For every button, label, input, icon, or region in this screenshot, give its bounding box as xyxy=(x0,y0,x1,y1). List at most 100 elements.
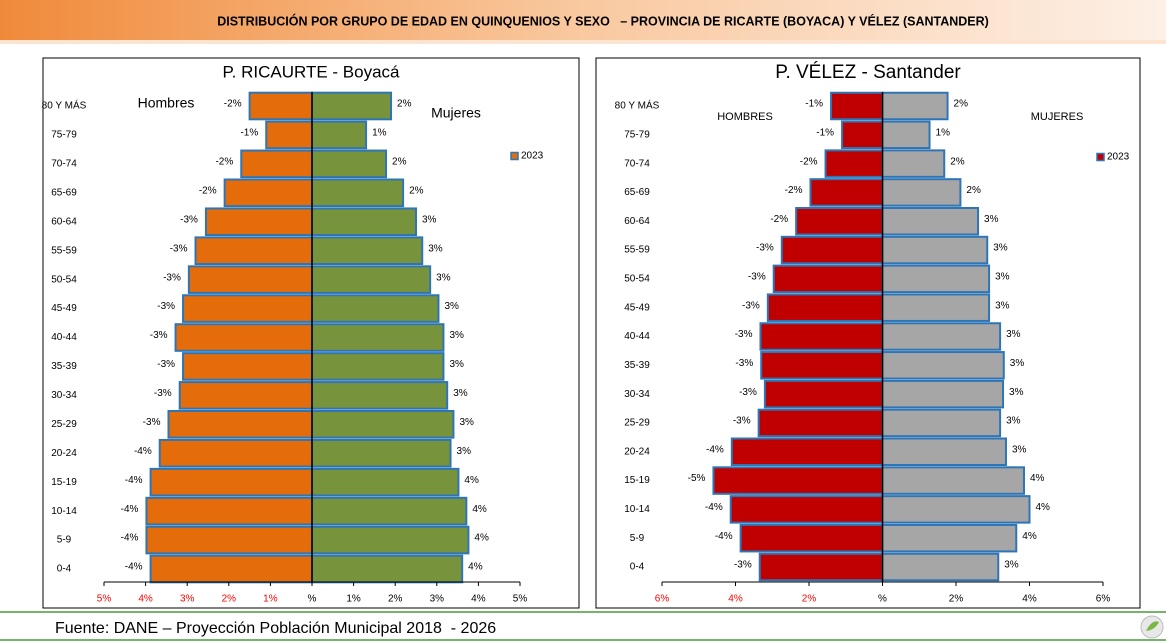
data-label: -3% xyxy=(143,417,161,428)
category-label: 70-74 xyxy=(51,159,77,170)
bar xyxy=(311,381,449,410)
bar xyxy=(178,381,313,410)
data-label: 2% xyxy=(397,99,412,110)
chart-title: P. VÉLEZ - Santander xyxy=(775,62,961,83)
category-label: 45-49 xyxy=(624,302,650,313)
category-label: 80 Y MÁS xyxy=(615,99,660,112)
data-label: -3% xyxy=(756,243,774,254)
series-name: Hombres xyxy=(138,95,195,111)
data-label: 4% xyxy=(1036,502,1051,513)
bar xyxy=(881,91,949,121)
category-label: 5-9 xyxy=(57,535,72,546)
x-tick-label: 5% xyxy=(97,594,112,605)
category-label: 30-34 xyxy=(624,389,650,400)
bar xyxy=(881,178,962,207)
bar xyxy=(729,495,884,524)
data-label: -5% xyxy=(688,473,706,484)
data-label: -4% xyxy=(125,475,143,486)
bar xyxy=(881,293,991,322)
bar xyxy=(311,236,424,265)
bar xyxy=(881,523,1018,553)
bar xyxy=(763,379,884,409)
bar xyxy=(830,91,884,121)
bar xyxy=(881,120,931,150)
data-label: -3% xyxy=(734,560,752,571)
bar xyxy=(311,178,405,208)
data-label: 3% xyxy=(993,243,1008,254)
x-tick-label: 4% xyxy=(728,594,743,605)
data-label: -2% xyxy=(770,214,788,225)
bar xyxy=(187,265,313,294)
bar xyxy=(311,438,452,468)
bar xyxy=(795,206,884,236)
bar xyxy=(223,178,313,208)
bar xyxy=(311,467,460,497)
x-tick-label: 4% xyxy=(138,594,153,605)
category-label: 35-39 xyxy=(624,360,650,371)
x-tick-label: 2% xyxy=(949,594,964,605)
data-label: 3% xyxy=(428,243,443,254)
bar xyxy=(311,149,388,179)
category-label: 55-59 xyxy=(51,245,77,256)
data-label: -2% xyxy=(224,99,242,110)
data-label: 3% xyxy=(453,388,468,399)
bar xyxy=(149,467,313,497)
bar xyxy=(149,554,313,584)
bar xyxy=(760,351,884,380)
data-label: -2% xyxy=(199,185,217,196)
x-tick-label: 5% xyxy=(513,594,528,605)
data-label: 4% xyxy=(474,533,489,544)
data-label: 2% xyxy=(392,157,407,168)
data-label: 4% xyxy=(468,562,483,573)
data-label: -3% xyxy=(170,243,188,254)
bar xyxy=(881,149,946,178)
bar xyxy=(881,552,1000,582)
bar xyxy=(881,437,1007,467)
bar xyxy=(881,495,1031,524)
category-label: 40-44 xyxy=(51,332,77,343)
data-label: -3% xyxy=(157,301,175,312)
x-tick-label: 2% xyxy=(388,594,403,605)
data-label: 3% xyxy=(449,359,464,370)
legend-swatch xyxy=(510,151,519,161)
data-label: 3% xyxy=(1006,416,1021,427)
x-tick-label: 4% xyxy=(1022,594,1037,605)
bar xyxy=(730,437,884,467)
bar xyxy=(145,525,313,555)
bar xyxy=(240,149,313,179)
data-label: -1% xyxy=(816,127,834,138)
data-label: -2% xyxy=(215,157,233,168)
category-label: 70-74 xyxy=(624,158,650,169)
bar xyxy=(881,264,991,294)
data-label: 3% xyxy=(995,272,1010,283)
bar xyxy=(311,323,445,352)
data-label: 3% xyxy=(449,330,464,341)
category-label: 60-64 xyxy=(624,216,650,227)
data-label: 3% xyxy=(422,214,437,225)
category-label: 30-34 xyxy=(51,390,77,401)
data-label: 3% xyxy=(1006,329,1021,340)
category-label: 75-79 xyxy=(624,129,650,140)
bar xyxy=(311,525,470,555)
data-label: 3% xyxy=(1004,560,1019,571)
bar xyxy=(248,91,314,121)
header-shadow xyxy=(0,40,1166,44)
data-label: 2% xyxy=(966,185,981,196)
x-tick-label: % xyxy=(308,594,317,605)
category-label: 65-69 xyxy=(51,187,77,198)
x-tick-label: 2% xyxy=(222,594,237,605)
bar xyxy=(311,207,417,237)
data-label: 2% xyxy=(950,156,965,167)
category-label: 25-29 xyxy=(51,419,77,430)
category-label: 50-54 xyxy=(51,274,77,285)
bar xyxy=(194,236,314,265)
category-label: 60-64 xyxy=(51,216,77,227)
bar xyxy=(167,410,313,439)
bar xyxy=(881,206,980,236)
bar xyxy=(758,552,884,582)
bar xyxy=(841,120,884,150)
data-label: 4% xyxy=(1030,473,1045,484)
data-label: -4% xyxy=(134,446,152,457)
series-name: MUJERES xyxy=(1031,111,1084,123)
bar xyxy=(311,410,455,439)
